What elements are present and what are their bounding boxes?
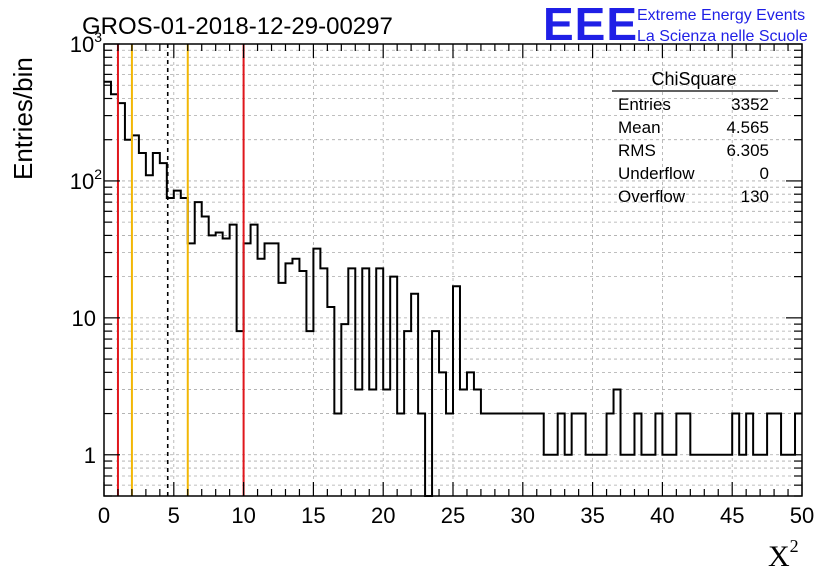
x-axis-label: X2 <box>768 536 799 572</box>
reference-lines <box>116 44 245 496</box>
x-tick-label: 0 <box>98 503 110 528</box>
stats-value: 130 <box>741 187 769 206</box>
stats-value: 6.305 <box>726 141 769 160</box>
x-tick-label: 30 <box>511 503 535 528</box>
x-tick-label: 25 <box>441 503 465 528</box>
x-tick-label: 35 <box>580 503 604 528</box>
stats-rows: Entries 3352 Mean 4.565 RMS 6.305 Underflow 0 Ov… <box>618 95 769 206</box>
x-tick-label: 40 <box>650 503 674 528</box>
logo-line2: La Scienza nelle Scuole <box>637 28 808 45</box>
x-axis-label-base: X <box>768 540 790 572</box>
stats-label: Underflow <box>618 164 695 183</box>
logo-eee: EEE <box>543 0 638 50</box>
histogram <box>104 80 802 497</box>
x-tick-label: 5 <box>168 503 180 528</box>
y-tick-label: 102 <box>70 166 102 194</box>
eee-logo: EEE Extreme Energy Events La Scienza nel… <box>543 0 808 50</box>
histogram-outline <box>104 80 802 497</box>
y-tick-label: 1 <box>84 443 96 468</box>
x-tick-label: 45 <box>720 503 744 528</box>
y-tick-label: 103 <box>70 29 102 57</box>
axis-ticks: 0 5 10 15 20 25 30 35 40 45 50 1 10 102 103 <box>70 29 815 528</box>
logo-line1: Extreme Energy Events <box>637 7 805 24</box>
stats-value: 0 <box>760 164 769 183</box>
stats-title: ChiSquare <box>651 69 736 89</box>
x-tick-label: 15 <box>301 503 325 528</box>
y-axis-label: Entries/bin <box>8 57 38 180</box>
y-tick-label: 10 <box>72 306 96 331</box>
stats-label: Overflow <box>618 187 686 206</box>
chart-title: GROS-01-2018-12-29-00297 <box>82 13 393 40</box>
stats-label: RMS <box>618 141 656 160</box>
stats-value: 3352 <box>731 95 769 114</box>
stats-box: ChiSquare Entries 3352 Mean 4.565 RMS 6.305 Un… <box>612 69 778 206</box>
stats-value: 4.565 <box>726 118 769 137</box>
x-axis-label-sup: 2 <box>790 536 799 556</box>
x-tick-label: 10 <box>231 503 255 528</box>
x-tick-label: 50 <box>790 503 814 528</box>
grid <box>104 44 802 496</box>
stats-label: Mean <box>618 118 661 137</box>
stats-label: Entries <box>618 95 671 114</box>
x-tick-label: 20 <box>371 503 395 528</box>
